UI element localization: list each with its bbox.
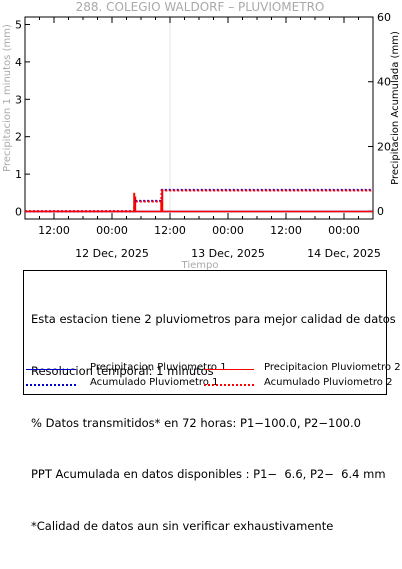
legend-swatch-acum2 <box>204 384 254 386</box>
x-tick-label: 12:00 <box>154 224 186 237</box>
x-date-label: 14 Dec, 2025 <box>307 247 381 260</box>
info-line: PPT Acumulada en datos disponibles : P1−… <box>31 467 386 482</box>
legend-swatch-p2 <box>204 369 254 370</box>
chart-title: 288. COLEGIO WALDORF – PLUVIOMETRO <box>76 0 325 14</box>
x-tick-label: 00:00 <box>328 224 360 237</box>
legend-label-acum2: Acumulado Pluviometro 2 <box>264 377 393 388</box>
info-lines: Esta estacion tiene 2 pluviometros para … <box>31 277 396 569</box>
y-left-tick-label: 5 <box>15 18 22 31</box>
y-left-tick-label: 0 <box>15 206 22 219</box>
x-tick-label: 12:00 <box>270 224 302 237</box>
info-line: Resolucion temporal: 1 minutos <box>31 364 214 379</box>
x-date-label: 13 Dec, 2025 <box>191 247 265 260</box>
info-line: % Datos transmitidos* en 72 horas: P1−10… <box>31 415 361 430</box>
y-left-tick-label: 3 <box>15 93 22 106</box>
x-axis-label: Tiempo <box>181 260 219 270</box>
series-line <box>25 188 373 213</box>
x-tick-label: 00:00 <box>96 224 128 237</box>
x-tick-label: 00:00 <box>212 224 244 237</box>
legend-label-acum1: Acumulado Pluviometro 1 <box>90 377 219 388</box>
y-right-tick-label: 60 <box>377 11 391 24</box>
y-left-tick-label: 4 <box>15 56 22 69</box>
y-right-tick-label: 0 <box>377 205 384 218</box>
x-tick-label: 12:00 <box>38 224 70 237</box>
info-line: *Calidad de datos aun sin verificar exha… <box>31 518 334 533</box>
legend-swatch-acum1 <box>26 384 76 386</box>
y-right-tick-label: 40 <box>377 76 391 89</box>
legend-label-p1: Precipitacion Pluviometro 1 <box>90 362 227 373</box>
y-axis-left-label: Precipitacion 1 minutos (mm) <box>2 24 13 172</box>
y-left-tick-label: 2 <box>15 131 22 144</box>
rainfall-chart: 288. COLEGIO WALDORF – PLUVIOMETRO Preci… <box>2 0 401 270</box>
plot-frame <box>24 16 374 220</box>
info-box: Esta estacion tiene 2 pluviometros para … <box>23 270 401 533</box>
legend-label-p2: Precipitacion Pluviometro 2 <box>264 362 401 373</box>
x-date-label: 12 Dec, 2025 <box>75 247 149 260</box>
legend-swatch-p1 <box>26 369 76 370</box>
series-line <box>25 189 373 213</box>
info-line: Esta estacion tiene 2 pluviometros para … <box>31 312 396 327</box>
y-axis-right-label: Precipitacion Acumulada (mm) <box>390 31 401 185</box>
y-left-tick-label: 1 <box>15 168 22 181</box>
y-right-tick-label: 20 <box>377 140 391 153</box>
